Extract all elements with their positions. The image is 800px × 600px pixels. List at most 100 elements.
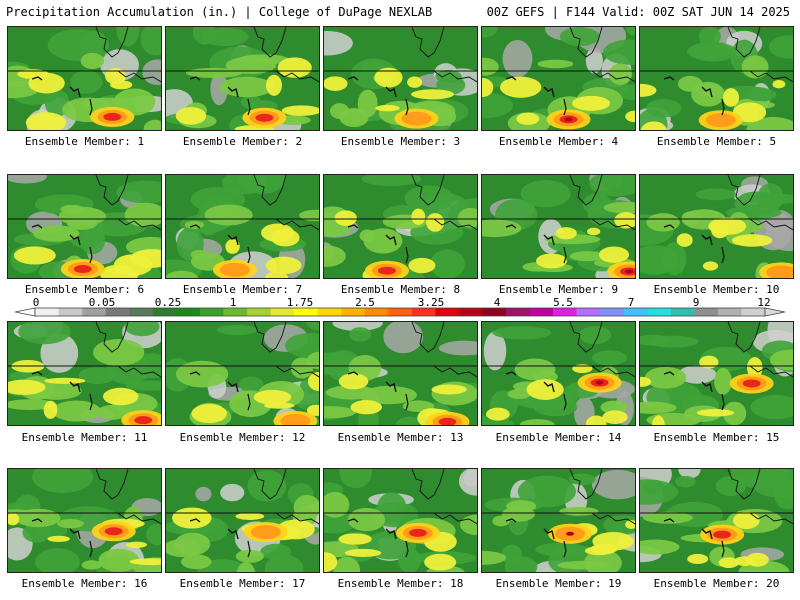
colorbar-swatch <box>105 308 130 316</box>
colorbar-swatch <box>294 308 318 316</box>
precip-field-map <box>324 322 477 425</box>
precip-field-map <box>324 469 477 572</box>
colorbar-swatch <box>317 308 342 316</box>
precip-field-map <box>166 322 319 425</box>
precip-field-map <box>640 469 793 572</box>
ensemble-member-label: Ensemble Member: 20 <box>653 577 780 590</box>
ensemble-member-label: Ensemble Member: 12 <box>179 431 306 444</box>
colorbar-swatch <box>223 308 248 316</box>
ensemble-map-panel <box>165 468 320 573</box>
precipitation-colorbar <box>14 307 786 317</box>
colorbar-swatch <box>623 308 648 316</box>
ensemble-member-label: Ensemble Member: 8 <box>340 283 461 296</box>
precip-field-map <box>166 27 319 130</box>
ensemble-member-label: Ensemble Member: 3 <box>340 135 461 148</box>
ensemble-member-label: Ensemble Member: 19 <box>495 577 622 590</box>
colorbar-swatch <box>82 308 106 316</box>
colorbar-tick-label: 5.5 <box>553 296 573 309</box>
precip-field-map <box>324 27 477 130</box>
colorbar-tick-label: 1.75 <box>286 296 314 309</box>
colorbar-tick-label: 12 <box>757 296 771 309</box>
ensemble-map-panel <box>165 174 320 279</box>
ensemble-member-label: Ensemble Member: 6 <box>24 283 145 296</box>
colorbar-swatch <box>270 308 295 316</box>
colorbar-swatch <box>388 308 413 316</box>
precip-field-map <box>640 175 793 278</box>
colorbar-swatch <box>129 308 154 316</box>
colorbar-swatch <box>58 308 83 316</box>
ensemble-member-label: Ensemble Member: 2 <box>182 135 303 148</box>
colorbar-swatch <box>176 308 201 316</box>
ensemble-map-panel <box>165 321 320 426</box>
ensemble-member-label: Ensemble Member: 5 <box>656 135 777 148</box>
ensemble-map-panel <box>323 174 478 279</box>
colorbar-tick-label: 0.25 <box>154 296 182 309</box>
ensemble-map-panel <box>481 174 636 279</box>
precip-field-map <box>324 175 477 278</box>
colorbar-swatch <box>199 308 224 316</box>
colorbar-swatch <box>411 308 436 316</box>
ensemble-member-label: Ensemble Member: 13 <box>337 431 464 444</box>
ensemble-map-panel <box>323 468 478 573</box>
ensemble-map-panel <box>639 26 794 131</box>
ensemble-map-panel <box>323 321 478 426</box>
precip-field-map <box>482 175 635 278</box>
colorbar-left-arrow <box>14 307 36 317</box>
ensemble-member-label: Ensemble Member: 14 <box>495 431 622 444</box>
map-title: Precipitation Accumulation (in.) | Colle… <box>6 5 433 19</box>
colorbar-swatch <box>458 308 483 316</box>
colorbar-swatch <box>670 308 695 316</box>
colorbar-swatch <box>717 308 742 316</box>
colorbar-swatch <box>435 308 460 316</box>
ensemble-member-label: Ensemble Member: 10 <box>653 283 780 296</box>
precip-field-map <box>8 27 161 130</box>
colorbar-swatch <box>694 308 719 316</box>
ensemble-member-label: Ensemble Member: 7 <box>182 283 303 296</box>
colorbar-swatch <box>505 308 530 316</box>
colorbar-swatch <box>246 308 271 316</box>
precip-field-map <box>166 175 319 278</box>
colorbar-swatch <box>482 308 507 316</box>
ensemble-member-label: Ensemble Member: 15 <box>653 431 780 444</box>
ensemble-map-panel <box>481 321 636 426</box>
ensemble-map-panel <box>481 468 636 573</box>
colorbar-swatch <box>600 308 625 316</box>
ensemble-map-panel <box>481 26 636 131</box>
colorbar-swatch <box>152 308 177 316</box>
ensemble-map-panel <box>323 26 478 131</box>
colorbar-swatch <box>529 308 554 316</box>
ensemble-map-panel <box>165 26 320 131</box>
colorbar-tick-label: 3.25 <box>417 296 445 309</box>
ensemble-map-panel <box>7 26 162 131</box>
ensemble-map-panel <box>639 468 794 573</box>
colorbar-swatch <box>553 308 577 316</box>
colorbar-right-arrow <box>764 307 786 317</box>
colorbar-swatch <box>647 308 672 316</box>
precip-field-map <box>166 469 319 572</box>
ensemble-member-label: Ensemble Member: 4 <box>498 135 619 148</box>
precip-field-map <box>640 322 793 425</box>
precip-field-map <box>8 175 161 278</box>
model-run-info: 00Z GEFS | F144 Valid: 00Z SAT JUN 14 20… <box>486 5 790 19</box>
precip-field-map <box>8 469 161 572</box>
ensemble-member-label: Ensemble Member: 17 <box>179 577 306 590</box>
colorbar-swatch <box>741 308 766 316</box>
ensemble-map-panel <box>7 174 162 279</box>
colorbar-tick-label: 4 <box>493 296 501 309</box>
colorbar-swatch <box>576 308 601 316</box>
precip-field-map <box>640 27 793 130</box>
colorbar-swatch <box>364 308 389 316</box>
ensemble-map-panel <box>7 468 162 573</box>
precip-field-map <box>482 27 635 130</box>
precip-field-map <box>8 322 161 425</box>
ensemble-map-panel <box>639 321 794 426</box>
ensemble-map-panel <box>7 321 162 426</box>
colorbar-tick-label: 0 <box>32 296 40 309</box>
ensemble-member-label: Ensemble Member: 9 <box>498 283 619 296</box>
ensemble-member-label: Ensemble Member: 16 <box>21 577 148 590</box>
ensemble-map-panel <box>639 174 794 279</box>
ensemble-member-label: Ensemble Member: 11 <box>21 431 148 444</box>
colorbar-tick-label: 1 <box>229 296 237 309</box>
colorbar-tick-label: 7 <box>627 296 635 309</box>
precip-field-map <box>482 322 635 425</box>
